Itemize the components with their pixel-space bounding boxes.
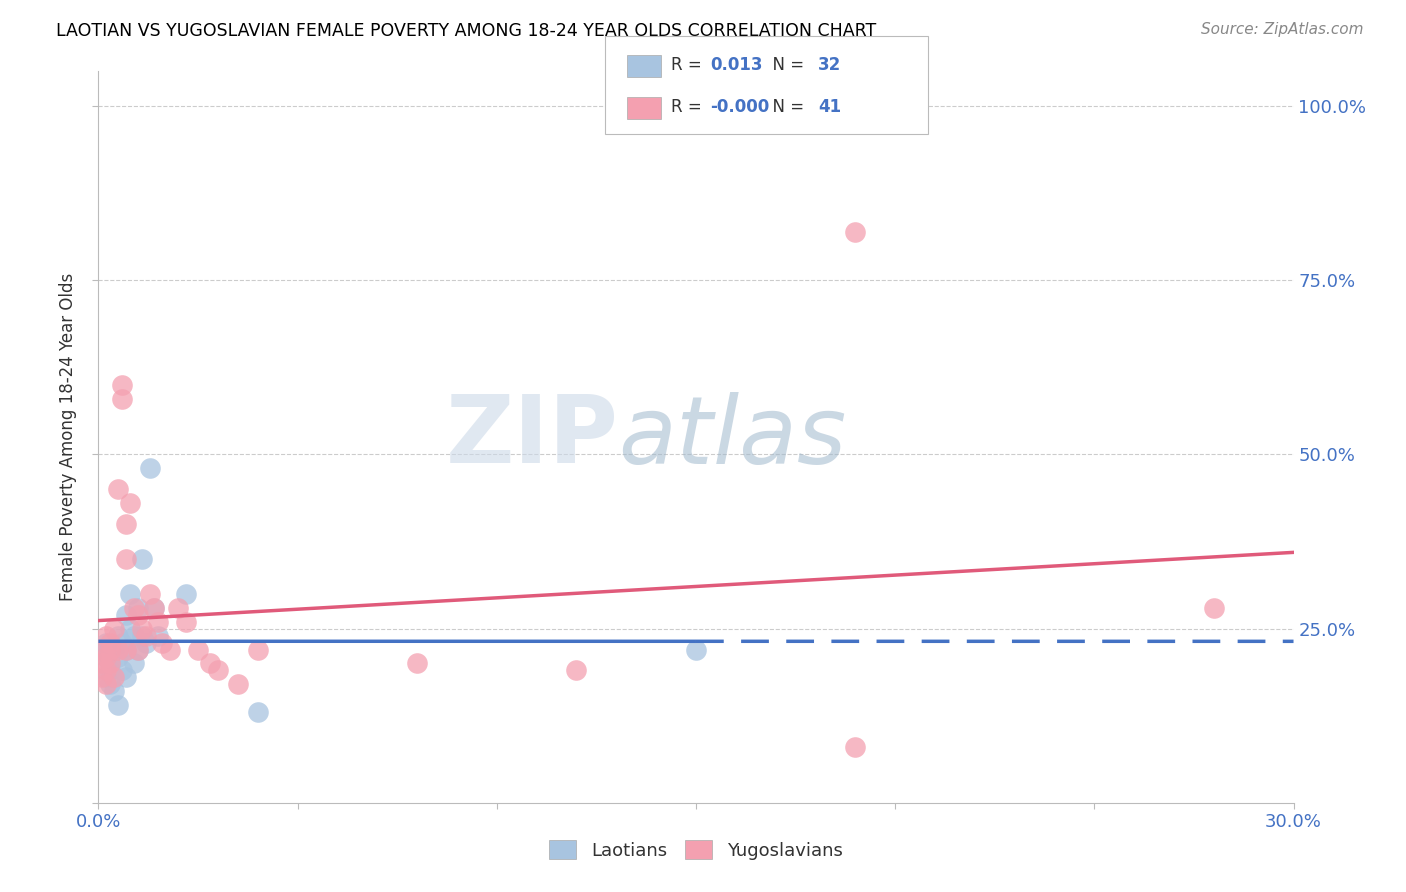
Point <box>246 642 269 657</box>
Point <box>111 635 134 649</box>
Point <box>111 377 134 392</box>
Text: atlas: atlas <box>619 392 846 483</box>
Point <box>127 600 149 615</box>
Point <box>91 642 114 657</box>
Point <box>91 642 114 657</box>
Point <box>135 629 157 643</box>
Point <box>91 657 114 671</box>
Text: LAOTIAN VS YUGOSLAVIAN FEMALE POVERTY AMONG 18-24 YEAR OLDS CORRELATION CHART: LAOTIAN VS YUGOSLAVIAN FEMALE POVERTY AM… <box>56 22 876 40</box>
Point <box>103 670 125 684</box>
Point <box>115 607 138 622</box>
Point <box>96 649 118 664</box>
Point <box>115 517 138 532</box>
Point <box>98 677 122 691</box>
Point <box>115 642 138 657</box>
Point <box>96 635 118 649</box>
Point <box>135 635 157 649</box>
Point <box>127 642 149 657</box>
Point <box>120 587 142 601</box>
Point <box>143 600 166 615</box>
Point <box>124 600 146 615</box>
Point <box>226 677 249 691</box>
Point <box>91 670 114 684</box>
Point <box>115 670 138 684</box>
Point <box>198 657 221 671</box>
Point <box>148 629 170 643</box>
Point <box>96 664 118 678</box>
Text: 0.013: 0.013 <box>710 56 762 74</box>
Point <box>139 461 162 475</box>
Point <box>98 635 122 649</box>
Point <box>148 615 170 629</box>
Text: 32: 32 <box>818 56 842 74</box>
Point <box>111 392 134 406</box>
Point <box>107 698 129 713</box>
Point <box>1202 600 1225 615</box>
Point <box>120 496 142 510</box>
Point <box>207 664 229 678</box>
Point <box>120 622 142 636</box>
Point <box>111 664 134 678</box>
Y-axis label: Female Poverty Among 18-24 Year Olds: Female Poverty Among 18-24 Year Olds <box>59 273 77 601</box>
Point <box>406 657 429 671</box>
Point <box>103 622 125 636</box>
Point <box>103 642 125 657</box>
Point <box>96 670 118 684</box>
Point <box>98 664 122 678</box>
Point <box>96 629 118 643</box>
Point <box>98 657 122 671</box>
Point <box>844 225 866 239</box>
Point <box>143 600 166 615</box>
Point <box>246 705 269 719</box>
Point <box>103 684 125 698</box>
Point <box>107 483 129 497</box>
Point <box>124 629 146 643</box>
Text: -0.000: -0.000 <box>710 98 769 116</box>
Text: Source: ZipAtlas.com: Source: ZipAtlas.com <box>1201 22 1364 37</box>
Point <box>187 642 209 657</box>
Point <box>107 642 129 657</box>
Text: ZIP: ZIP <box>446 391 619 483</box>
Point <box>96 649 118 664</box>
Point <box>115 642 138 657</box>
Point <box>167 600 190 615</box>
Point <box>127 607 149 622</box>
Point <box>96 677 118 691</box>
Legend: Laotians, Yugoslavians: Laotians, Yugoslavians <box>543 833 849 867</box>
Point <box>174 615 197 629</box>
Point <box>124 657 146 671</box>
Text: R =: R = <box>671 56 707 74</box>
Point <box>107 629 129 643</box>
Point <box>98 642 122 657</box>
Point <box>131 629 153 643</box>
Point <box>131 552 153 566</box>
Point <box>127 642 149 657</box>
Text: 41: 41 <box>818 98 841 116</box>
Point <box>565 664 588 678</box>
Point <box>159 642 181 657</box>
Point <box>98 657 122 671</box>
Point <box>844 740 866 755</box>
Point <box>131 622 153 636</box>
Point <box>115 552 138 566</box>
Point <box>174 587 197 601</box>
Point <box>107 649 129 664</box>
Point <box>685 642 707 657</box>
Text: R =: R = <box>671 98 707 116</box>
Point <box>150 635 173 649</box>
Text: N =: N = <box>762 98 810 116</box>
Point <box>139 587 162 601</box>
Text: N =: N = <box>762 56 810 74</box>
